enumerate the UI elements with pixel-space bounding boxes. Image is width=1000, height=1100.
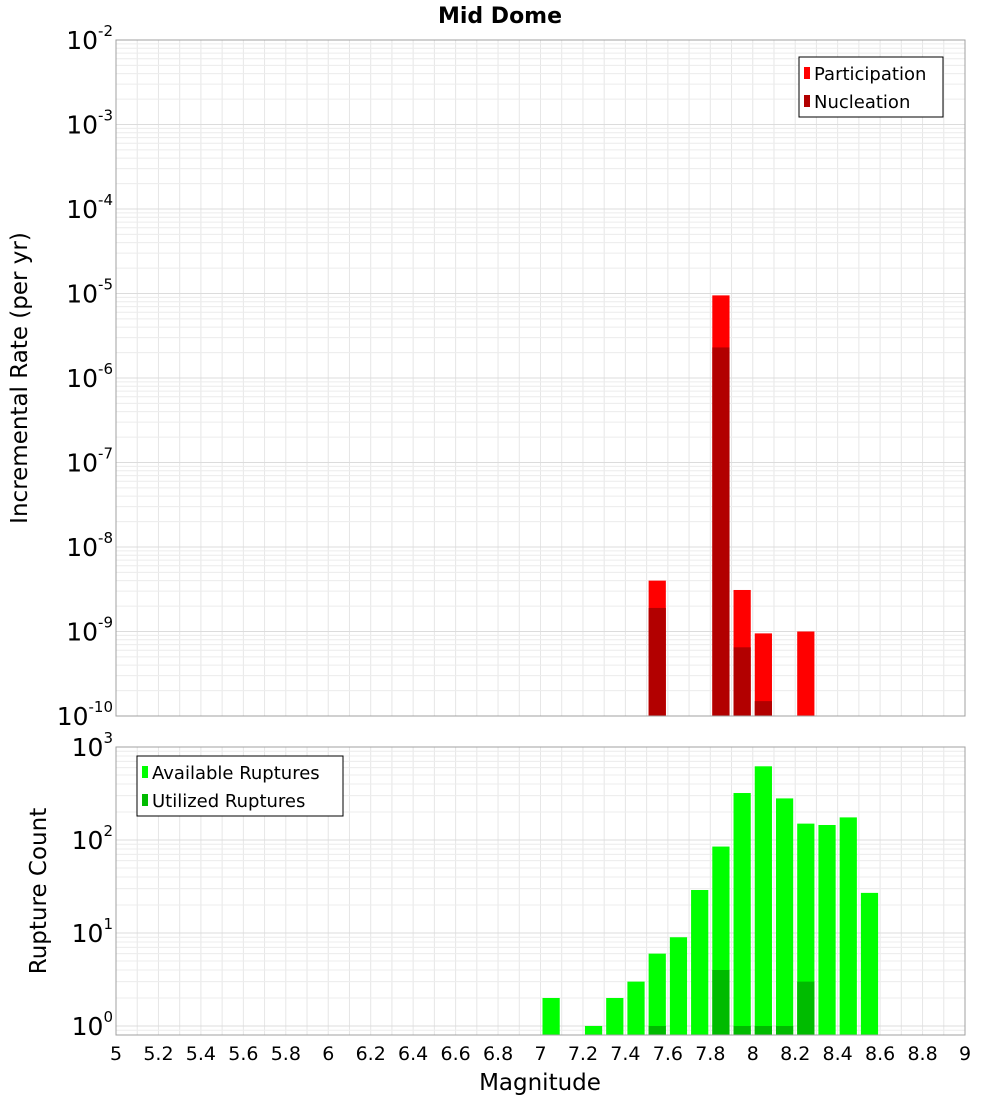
chart-title: Mid Dome	[438, 4, 562, 29]
bottom-bar-available-ruptures	[584, 1025, 603, 1035]
x-tick-label: 9	[959, 1043, 971, 1065]
bottom-bar-utilized-ruptures	[775, 1025, 794, 1035]
top-bar-nucleation	[733, 647, 751, 716]
top-y-tick-labels: 10-2 10-3 10-4 10-5 10-6 10-7 10-8 10-9 10-10	[57, 22, 113, 731]
top-legend-label-participation: Participation	[814, 64, 926, 85]
x-tick-label: 6.2	[356, 1043, 386, 1065]
x-tick-label: 6	[322, 1043, 334, 1065]
top-plot-frame	[115, 39, 966, 717]
x-tick-label: 7.2	[568, 1043, 598, 1065]
top-y-tick-label: 10-6	[66, 360, 113, 393]
bottom-bar-utilized-ruptures	[797, 981, 815, 1035]
bottom-plot-bars	[542, 766, 879, 1035]
bottom-y-tick-label: 103	[72, 729, 113, 762]
x-tick-label: 8.4	[823, 1043, 853, 1065]
bottom-bar-utilized-ruptures	[754, 1025, 772, 1035]
top-legend: Participation Nucleation	[798, 56, 944, 118]
top-bar-participation	[754, 633, 772, 716]
bottom-y-tick-label: 102	[72, 822, 113, 855]
top-y-tick-label: 10-2	[66, 22, 113, 55]
top-bar-nucleation	[754, 701, 772, 716]
bottom-legend: Available Ruptures Utilized Ruptures	[136, 755, 344, 817]
x-tick-label: 8	[747, 1043, 759, 1065]
x-tick-label: 5.4	[186, 1043, 216, 1065]
top-bar-nucleation	[648, 607, 666, 716]
top-y-tick-label: 10-5	[66, 276, 113, 309]
top-legend-box	[798, 56, 944, 118]
x-tick-label: 5.2	[143, 1043, 173, 1065]
x-tick-label: 5.8	[271, 1043, 301, 1065]
x-tick-label: 5.6	[228, 1043, 258, 1065]
x-tick-labels: 5 5.2 5.4 5.6 5.8 6 6.2 6.4 6.6 6.8 7 7.2 7.4 7.6 7.8 8…	[110, 1043, 971, 1065]
top-legend-label-nucleation: Nucleation	[814, 92, 910, 113]
x-tick-label: 7.8	[695, 1043, 725, 1065]
bottom-bar-available-ruptures	[754, 766, 772, 1035]
top-legend-swatch-nucleation	[804, 95, 810, 107]
bottom-bar-available-ruptures	[775, 798, 794, 1035]
bottom-legend-label-available-ruptures: Available Ruptures	[152, 763, 320, 784]
top-y-tick-label: 10-8	[66, 529, 113, 562]
bottom-bar-available-ruptures	[733, 793, 751, 1035]
bottom-bar-utilized-ruptures	[648, 1025, 666, 1035]
bottom-legend-swatch-available-ruptures	[142, 766, 148, 778]
bottom-legend-swatch-utilized-ruptures	[142, 794, 148, 806]
bottom-y-axis-title: Rupture Count	[26, 808, 52, 974]
bottom-bar-available-ruptures	[839, 817, 857, 1035]
bottom-bar-available-ruptures	[818, 824, 836, 1035]
bottom-bar-available-ruptures	[627, 981, 645, 1035]
bottom-bar-available-ruptures	[691, 889, 709, 1035]
bottom-legend-box	[136, 755, 344, 817]
x-tick-label: 5	[110, 1043, 122, 1065]
top-y-tick-label: 10-9	[66, 614, 113, 647]
x-tick-label: 8.6	[865, 1043, 895, 1065]
bottom-bar-available-ruptures	[542, 997, 560, 1035]
bottom-bar-available-ruptures	[669, 937, 688, 1035]
x-tick-label: 7.6	[653, 1043, 683, 1065]
top-y-tick-label: 10-3	[66, 107, 113, 140]
x-tick-label: 6.4	[398, 1043, 428, 1065]
bottom-y-tick-labels: 103 102 101 100	[72, 729, 113, 1041]
bottom-plot-frame	[115, 746, 966, 1036]
bottom-bar-available-ruptures	[860, 892, 879, 1035]
bottom-y-tick-label: 101	[72, 915, 113, 948]
top-y-axis-title: Incremental Rate (per yr)	[7, 232, 33, 524]
top-y-tick-label: 10-7	[66, 445, 113, 478]
top-plot-bars	[648, 295, 815, 716]
top-legend-swatch-participation	[804, 67, 810, 79]
x-tick-label: 6.6	[440, 1043, 470, 1065]
x-tick-label: 7.4	[610, 1043, 640, 1065]
bottom-bar-utilized-ruptures	[712, 969, 730, 1035]
top-plot-grid	[115, 39, 966, 717]
bottom-legend-label-utilized-ruptures: Utilized Ruptures	[152, 791, 305, 812]
x-tick-label: 7	[534, 1043, 546, 1065]
x-tick-label: 8.2	[780, 1043, 810, 1065]
top-bar-participation	[797, 631, 815, 716]
bottom-bar-available-ruptures	[648, 953, 666, 1035]
top-y-tick-label: 10-10	[57, 698, 113, 731]
bottom-y-tick-label: 100	[72, 1008, 113, 1041]
x-tick-label: 8.8	[907, 1043, 937, 1065]
top-y-tick-label: 10-4	[66, 191, 113, 224]
bottom-bar-utilized-ruptures	[733, 1025, 751, 1035]
top-bar-nucleation	[712, 347, 730, 716]
x-tick-label: 6.8	[483, 1043, 513, 1065]
x-axis-title: Magnitude	[479, 1070, 601, 1096]
bottom-bar-available-ruptures	[606, 997, 624, 1035]
